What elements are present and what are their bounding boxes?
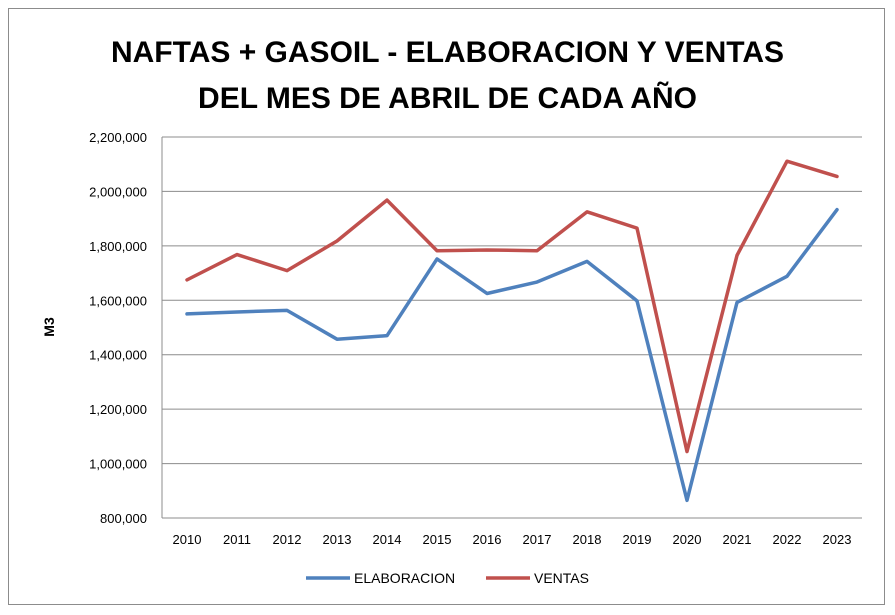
x-tick-label: 2010 xyxy=(173,532,202,547)
x-tick-label: 2021 xyxy=(723,532,752,547)
y-tick-label: 1,200,000 xyxy=(89,402,147,417)
legend-label-elaboracion: ELABORACION xyxy=(354,570,455,586)
x-axis-ticks: 2010 2011 2012 2013 2014 2015 2016 2017 2018 2019… xyxy=(173,532,852,547)
x-tick-label: 2019 xyxy=(623,532,652,547)
series-line-ventas xyxy=(185,159,839,454)
y-tick-label: 1,800,000 xyxy=(89,239,147,254)
x-tick-label: 2018 xyxy=(573,532,602,547)
chart-title-line-1: NAFTAS + GASOIL - ELABORACION Y VENTAS xyxy=(110,36,785,69)
x-tick-label: 2012 xyxy=(273,532,302,547)
y-tick-label: 2,000,000 xyxy=(89,184,147,199)
chart-title: NAFTAS + GASOIL - ELABORACION Y VENTAS D… xyxy=(0,30,895,122)
x-tick-label: 2017 xyxy=(523,532,552,547)
x-tick-label: 2020 xyxy=(673,532,702,547)
y-tick-label: 800,000 xyxy=(100,511,147,526)
x-tick-label: 2013 xyxy=(323,532,352,547)
x-tick-label: 2022 xyxy=(773,532,802,547)
y-tick-label: 2,200,000 xyxy=(89,130,147,145)
y-axis-label: M3 xyxy=(41,317,57,337)
x-tick-label: 2023 xyxy=(823,532,852,547)
x-tick-label: 2016 xyxy=(473,532,502,547)
x-tick-label: 2015 xyxy=(423,532,452,547)
y-tick-label: 1,400,000 xyxy=(89,348,147,363)
y-tick-label: 1,000,000 xyxy=(89,457,147,472)
legend-label-ventas: VENTAS xyxy=(534,570,589,586)
x-tick-label: 2014 xyxy=(373,532,402,547)
chart-frame xyxy=(8,8,885,605)
series-line-elaboracion xyxy=(185,207,839,503)
y-axis-ticks: 800,000 1,000,000 1,200,000 1,400,000 1,600,… xyxy=(89,130,147,526)
legend: ELABORACION VENTAS xyxy=(306,570,589,586)
series-lines xyxy=(185,159,839,503)
gridlines xyxy=(161,136,862,519)
y-tick-label: 1,600,000 xyxy=(89,293,147,308)
chart-title-line-2: DEL MES DE ABRIL DE CADA AÑO xyxy=(198,82,697,115)
x-tick-label: 2011 xyxy=(223,532,251,547)
